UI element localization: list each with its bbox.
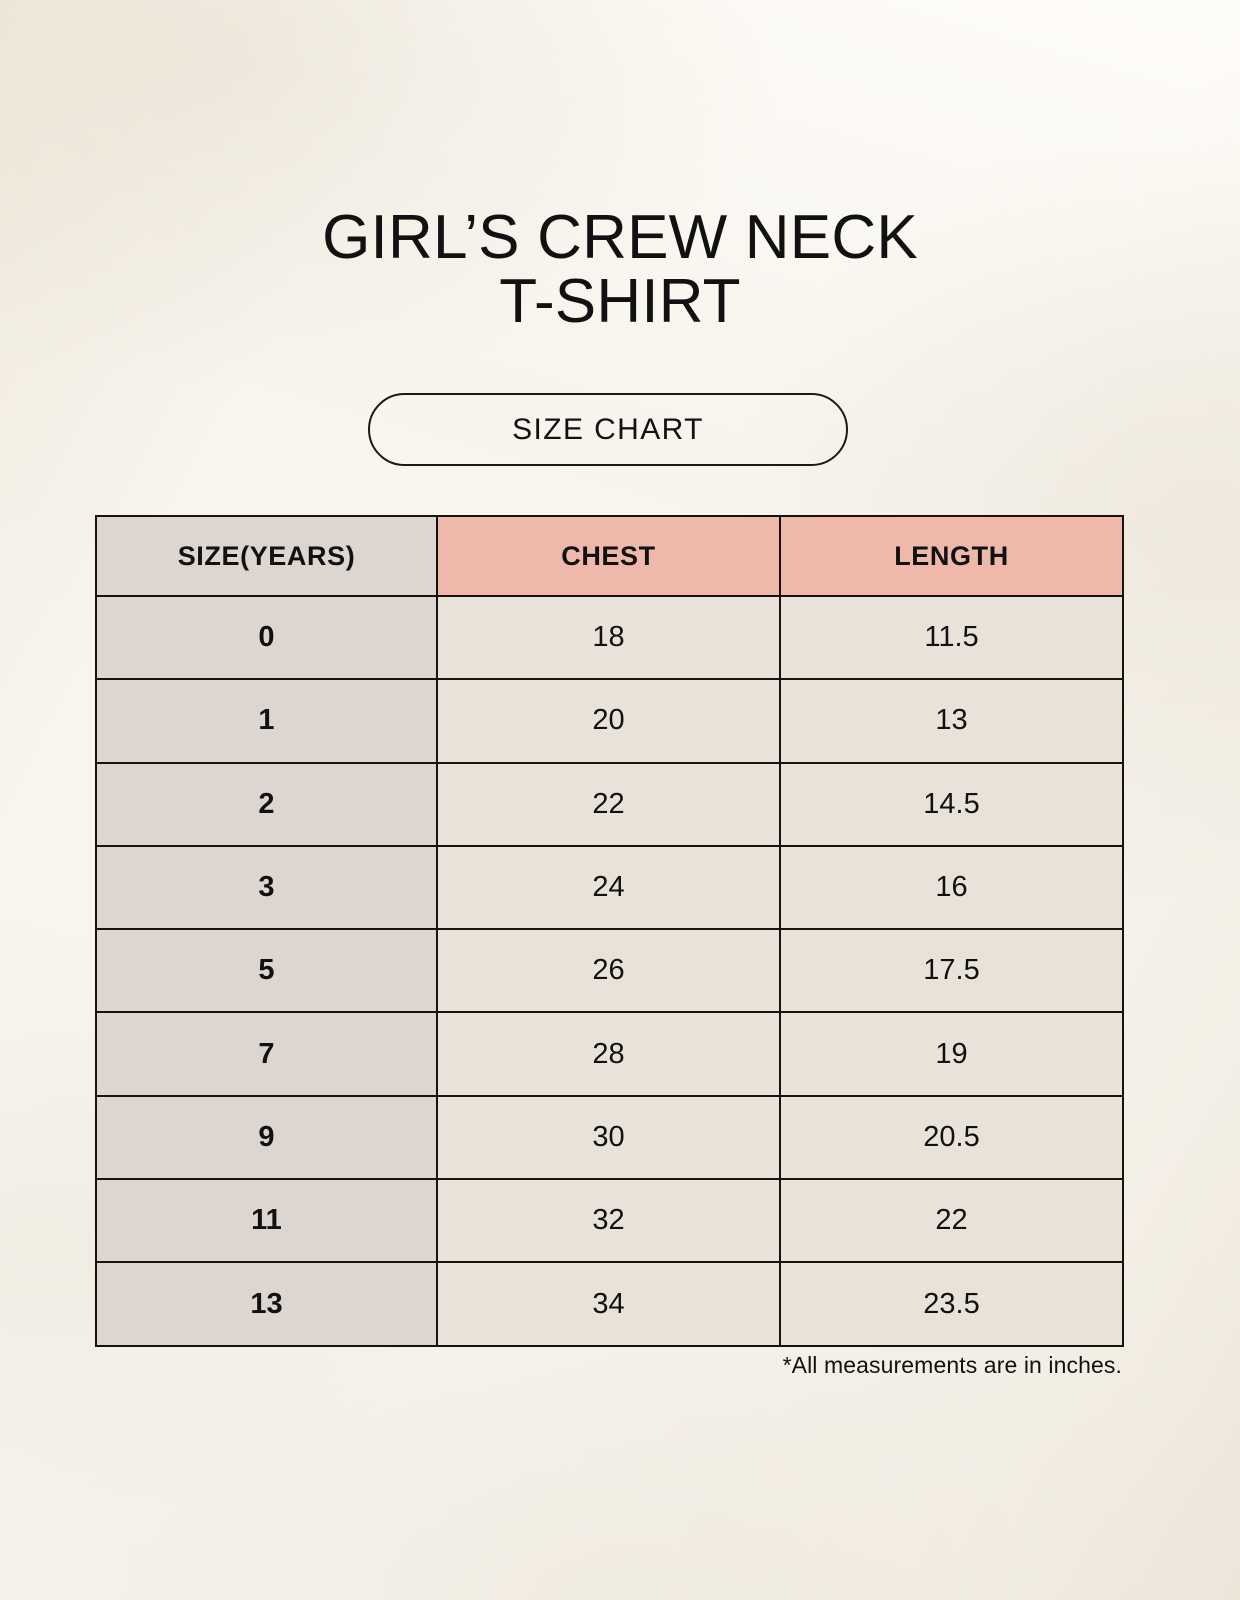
- cell-chest: 26: [436, 928, 781, 1014]
- table-row: 0 18 11.5: [95, 594, 1124, 681]
- table-row: 11 32 22: [95, 1178, 1124, 1264]
- cell-size: 7: [95, 1011, 438, 1097]
- cell-size: 3: [95, 844, 438, 931]
- cell-chest: 24: [436, 844, 781, 931]
- cell-size: 2: [95, 761, 438, 847]
- cell-size: 11: [95, 1178, 438, 1264]
- cell-size: 5: [95, 928, 438, 1014]
- table-row: 3 24 16: [95, 844, 1124, 931]
- cell-chest: 34: [436, 1261, 781, 1347]
- size-chart-badge-label: SIZE CHART: [512, 412, 704, 446]
- size-table: SIZE(YEARS) CHEST LENGTH 0 18 11.5 1 20 …: [95, 515, 1124, 1347]
- table-header-row: SIZE(YEARS) CHEST LENGTH: [95, 515, 1124, 597]
- cell-size: 0: [95, 594, 438, 681]
- column-header-length: LENGTH: [779, 515, 1124, 597]
- cell-length: 20.5: [779, 1094, 1124, 1181]
- size-table-container: SIZE(YEARS) CHEST LENGTH 0 18 11.5 1 20 …: [95, 515, 1124, 1347]
- cell-length: 11.5: [779, 594, 1124, 681]
- cell-chest: 22: [436, 761, 781, 847]
- cell-chest: 20: [436, 678, 781, 764]
- column-header-chest: CHEST: [436, 515, 781, 597]
- page-title: GIRL’S CREW NECK T-SHIRT: [322, 203, 918, 336]
- cell-length: 16: [779, 844, 1124, 931]
- table-row: 1 20 13: [95, 678, 1124, 764]
- cell-chest: 30: [436, 1094, 781, 1181]
- cell-chest: 18: [436, 594, 781, 681]
- cell-length: 19: [779, 1011, 1124, 1097]
- measurements-footnote: *All measurements are in inches.: [782, 1352, 1122, 1378]
- cell-size: 9: [95, 1094, 438, 1181]
- column-header-size: SIZE(YEARS): [95, 515, 438, 597]
- size-table-head: SIZE(YEARS) CHEST LENGTH: [95, 515, 1124, 597]
- cell-chest: 28: [436, 1011, 781, 1097]
- cell-size: 1: [95, 678, 438, 764]
- table-row: 9 30 20.5: [95, 1094, 1124, 1181]
- cell-length: 13: [779, 678, 1124, 764]
- size-table-body: 0 18 11.5 1 20 13 2 22 14.5 3 24 16: [95, 594, 1124, 1347]
- cell-chest: 32: [436, 1178, 781, 1264]
- table-row: 2 22 14.5: [95, 761, 1124, 847]
- cell-length: 22: [779, 1178, 1124, 1264]
- cell-size: 13: [95, 1261, 438, 1347]
- table-row: 5 26 17.5: [95, 928, 1124, 1014]
- cell-length: 17.5: [779, 928, 1124, 1014]
- table-row: 13 34 23.5: [95, 1261, 1124, 1347]
- table-row: 7 28 19: [95, 1011, 1124, 1097]
- cell-length: 23.5: [779, 1261, 1124, 1347]
- size-chart-badge: SIZE CHART: [368, 393, 848, 466]
- cell-length: 14.5: [779, 761, 1124, 847]
